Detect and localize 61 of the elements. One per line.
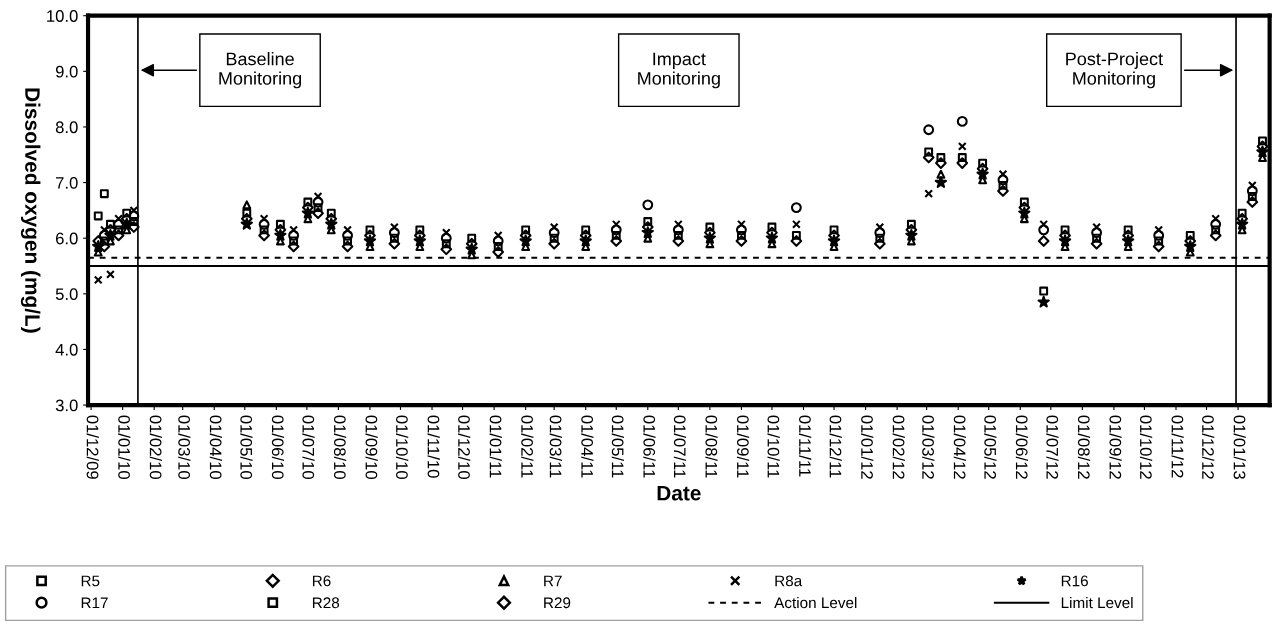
x-tick-label: 01/07/12 xyxy=(1046,415,1059,479)
y-tick-label: 4.0 xyxy=(55,343,78,356)
y-tick-label: 5.0 xyxy=(55,288,78,301)
x-tick-label: 01/06/11 xyxy=(643,415,656,478)
x-tick-label: 01/06/10 xyxy=(271,415,285,480)
x-tick-label: 01/07/10 xyxy=(302,415,315,480)
y-tick-label: 8.0 xyxy=(55,121,78,134)
y-tick-label: 3.0 xyxy=(55,399,78,412)
x-tick-label: 01/02/11 xyxy=(521,415,534,478)
x-tick-label: 01/10/10 xyxy=(396,415,409,480)
legend-label: R5 xyxy=(81,575,100,587)
x-tick-label: 01/03/10 xyxy=(178,415,191,480)
y-tick-label: 9.0 xyxy=(55,65,78,78)
x-tick-label: 01/06/12 xyxy=(1015,415,1029,479)
legend-label: Action Level xyxy=(774,596,857,609)
x-tick-label: 01/04/11 xyxy=(581,415,594,478)
annotation: Baseline Monitoring xyxy=(219,52,302,89)
x-tick-label: 01/02/12 xyxy=(892,415,905,479)
x-tick-label: 01/04/12 xyxy=(953,415,966,479)
x-tick-label: 01/01/11 xyxy=(489,415,502,478)
x-tick-label: 01/09/11 xyxy=(736,415,750,478)
x-tick-label: 01/09/12 xyxy=(1109,415,1122,479)
x-tick-label: 01/03/12 xyxy=(922,415,935,479)
x-tick-label: 01/05/12 xyxy=(984,415,997,479)
x-tick-label: 01/07/11 xyxy=(673,415,687,478)
annotation: Impact Monitoring xyxy=(638,52,720,89)
x-tick-label: 01/10/11 xyxy=(767,415,780,478)
x-tick-label: 01/08/11 xyxy=(705,415,718,478)
x-tick-label: 01/01/13 xyxy=(1233,415,1246,479)
x-tick-label: 01/02/10 xyxy=(149,415,162,480)
x-tick-label: 01/11/11 xyxy=(799,415,812,477)
y-axis-title: Dissolved oxygen (mg/L) xyxy=(20,88,41,333)
x-tick-label: 01/03/11 xyxy=(549,415,562,478)
x-tick-label: 01/01/12 xyxy=(861,415,874,479)
x-axis-title: Date xyxy=(657,485,701,501)
x-tick-label: 01/08/10 xyxy=(333,415,347,480)
x-tick-label: 01/11/12 xyxy=(1171,415,1184,478)
legend-label: Limit Level xyxy=(1061,596,1133,609)
legend-label: R29 xyxy=(544,597,571,609)
legend-label: R8a xyxy=(775,575,803,587)
annotation: Post-Project Monitoring xyxy=(1066,52,1163,89)
y-tick-label: 7.0 xyxy=(56,176,78,189)
x-tick-label: 01/12/11 xyxy=(829,415,842,478)
x-tick-label: 01/04/10 xyxy=(209,415,223,480)
x-tick-label: 01/12/12 xyxy=(1202,415,1215,479)
x-tick-label: 01/12/10 xyxy=(458,415,471,480)
legend-label: R16 xyxy=(1061,575,1088,587)
legend-label: R28 xyxy=(312,597,340,609)
x-tick-label: 01/05/11 xyxy=(611,415,625,478)
legend-label: R6 xyxy=(312,575,331,587)
y-tick-label: 10.0 xyxy=(47,10,78,22)
x-tick-label: 01/10/12 xyxy=(1139,415,1153,479)
x-tick-label: 01/12/09 xyxy=(86,415,99,479)
x-tick-label: 01/05/10 xyxy=(240,415,253,480)
x-tick-label: 01/11/10 xyxy=(427,415,440,478)
legend-label: R17 xyxy=(81,597,108,609)
legend-label: R7 xyxy=(544,575,562,587)
x-tick-label: 01/09/10 xyxy=(365,415,378,480)
x-tick-label: 01/08/12 xyxy=(1077,415,1091,479)
x-tick-label: 01/01/10 xyxy=(118,415,131,480)
y-tick-label: 6.0 xyxy=(56,232,78,245)
